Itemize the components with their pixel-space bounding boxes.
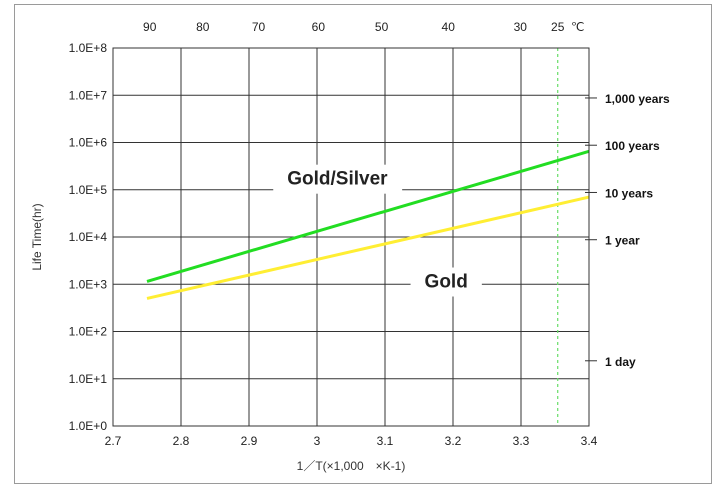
y-tick-label: 1.0E+6 [69, 136, 108, 150]
right-duration-label: 10 years [605, 186, 653, 200]
top-unit-label: ℃ [571, 20, 584, 34]
y-tick-label: 1.0E+4 [69, 230, 108, 244]
series-lines [146, 149, 590, 300]
right-duration-label: 1 day [605, 355, 636, 369]
plot-border [112, 47, 590, 427]
x-tick-label: 3.1 [377, 434, 394, 448]
series-line [146, 149, 590, 283]
x-tick-label: 3.3 [513, 434, 530, 448]
right-duration-label: 100 years [605, 139, 660, 153]
x-tick-label: 2.9 [241, 434, 258, 448]
x-axis-title: 1／T(×1,000 ×K-1) [297, 459, 406, 473]
y-tick-label: 1.0E+8 [69, 41, 108, 55]
y-axis-title: Life Time(hr) [30, 203, 44, 270]
right-duration-label: 1,000 years [605, 92, 670, 106]
y-tick-label: 1.0E+2 [69, 325, 108, 339]
top-tick-label: 80 [196, 20, 210, 34]
y-tick-label: 1.0E+0 [69, 419, 108, 433]
series-label-background [410, 267, 482, 297]
series-line [146, 195, 590, 300]
top-temperature-labels: 90 80 70 60 50 40 30 25 ℃ [143, 20, 584, 34]
chart-frame [14, 4, 712, 484]
series-label-background [273, 164, 403, 194]
right-axis-ticks [585, 97, 597, 362]
top-tick-label: 40 [442, 20, 456, 34]
x-tick-label: 2.7 [105, 434, 122, 448]
y-tick-labels: 1.0E+0 1.0E+1 1.0E+2 1.0E+3 1.0E+4 1.0E+5 1.0E… [69, 41, 108, 433]
top-tick-label: 90 [143, 20, 157, 34]
right-duration-labels: 1,000 years 100 years 10 years 1 year 1 day [605, 92, 670, 369]
series-labels: Gold/Silver Gold [273, 164, 482, 297]
y-tick-label: 1.0E+1 [69, 372, 108, 386]
series-label: Gold [425, 272, 468, 293]
top-tick-label: 60 [312, 20, 326, 34]
top-tick-label: 25 [551, 20, 565, 34]
top-tick-label: 30 [514, 20, 528, 34]
right-duration-label: 1 year [605, 234, 640, 248]
y-tick-label: 1.0E+3 [69, 277, 108, 291]
x-tick-label: 3.2 [445, 434, 462, 448]
grid-lines [112, 47, 590, 427]
x-tick-label: 3.4 [581, 434, 598, 448]
series-label: Gold/Silver [287, 169, 388, 190]
top-tick-label: 70 [252, 20, 266, 34]
y-tick-label: 1.0E+5 [69, 183, 108, 197]
top-tick-label: 50 [375, 20, 389, 34]
x-tick-label: 2.8 [173, 434, 190, 448]
x-tick-label: 3 [314, 434, 321, 448]
x-tick-labels: 2.7 2.8 2.9 3 3.1 3.2 3.3 3.4 [105, 434, 598, 448]
y-tick-label: 1.0E+7 [69, 88, 108, 102]
